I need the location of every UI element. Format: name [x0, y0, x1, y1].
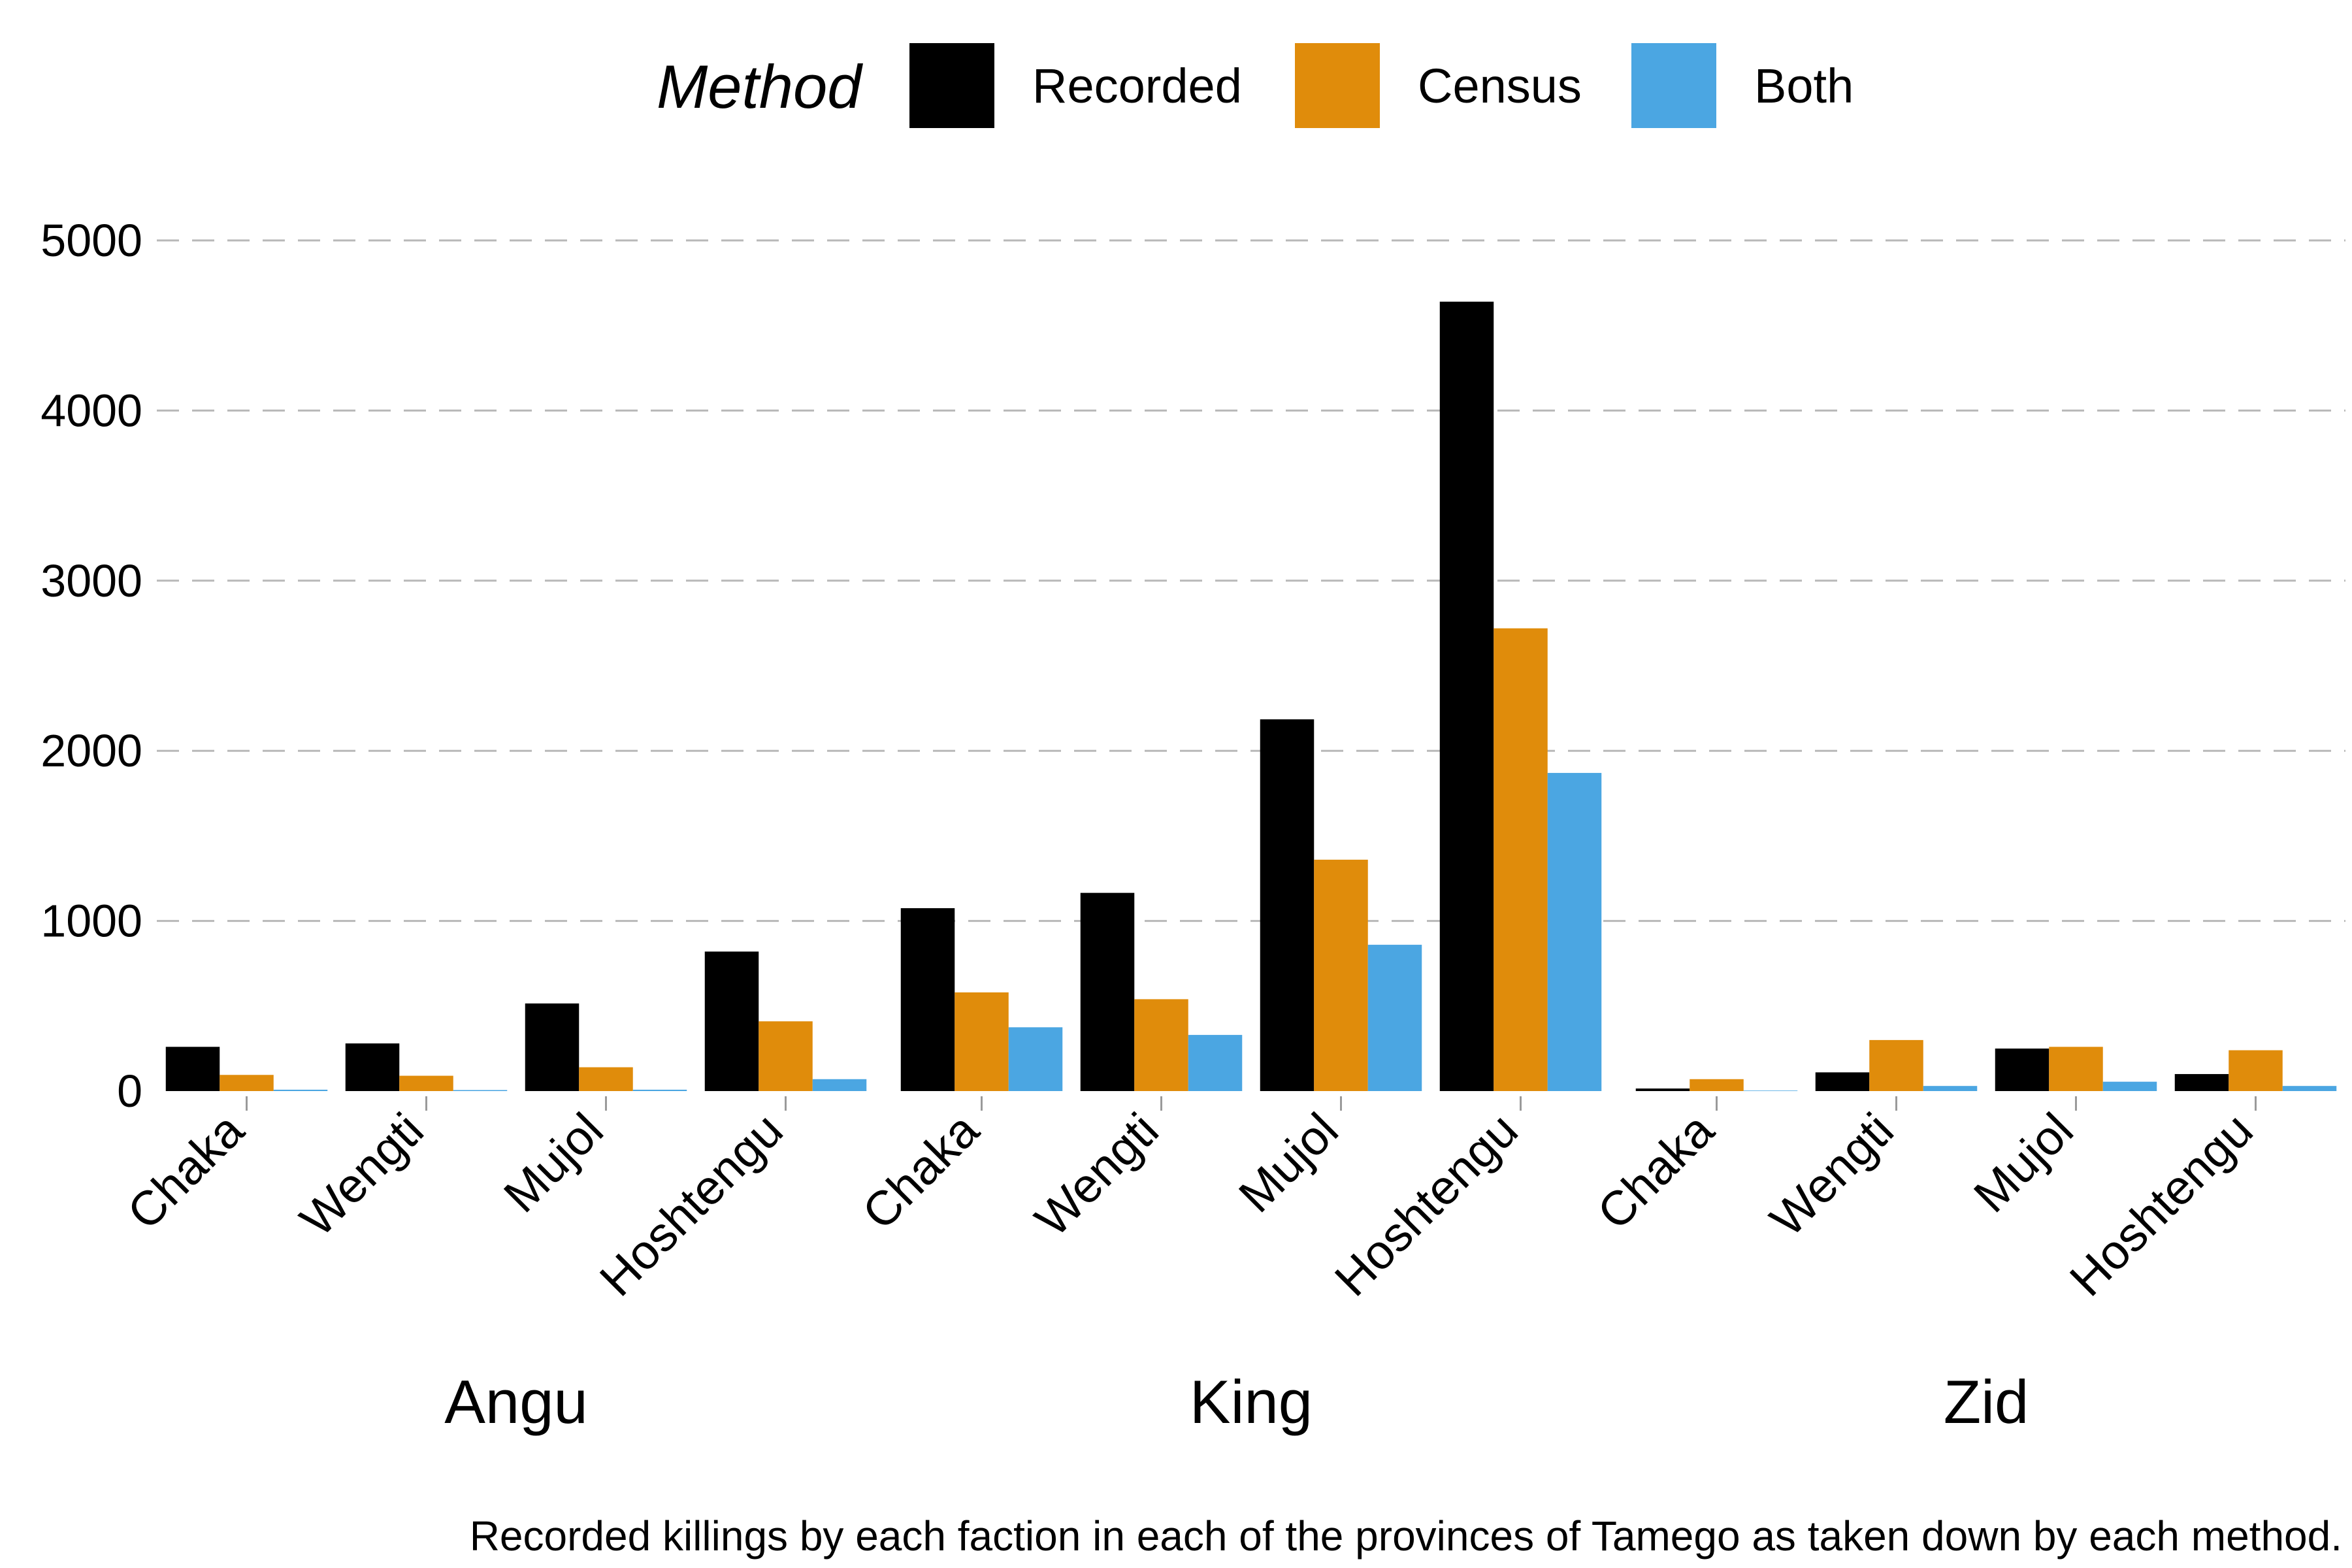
- bar-angu-hoshtengu-census: [759, 1021, 813, 1091]
- legend-label-census: Census: [1418, 59, 1582, 113]
- legend-swatch-recorded: [909, 43, 994, 128]
- bar-zid-hoshtengu-census: [2229, 1050, 2283, 1091]
- x-tick-label-zid-mujol: Mujol: [1963, 1103, 2083, 1223]
- bar-zid-wengti-census: [1869, 1039, 1923, 1091]
- bar-zid-mujol-census: [2049, 1047, 2103, 1091]
- bar-angu-chaka-recorded: [165, 1047, 220, 1091]
- chart-caption: Recorded killings by each faction in eac…: [470, 1512, 2342, 1560]
- x-tick-label-angu-hoshtengu: Hoshtengu: [589, 1103, 793, 1307]
- y-tick-label-2000: 2000: [41, 725, 142, 776]
- bar-king-chaka-census: [955, 992, 1009, 1091]
- x-tick-label-zid-chaka: Chaka: [1587, 1102, 1725, 1240]
- bar-angu-chaka-census: [220, 1075, 274, 1091]
- bar-zid-mujol-both: [2102, 1081, 2157, 1091]
- bar-angu-chaka-both: [273, 1089, 328, 1091]
- bar-king-hoshtengu-census: [1494, 628, 1548, 1091]
- y-tick-label-1000: 1000: [41, 896, 142, 947]
- legend-swatch-both: [1631, 43, 1716, 128]
- bar-angu-hoshtengu-recorded: [704, 951, 759, 1091]
- x-tick-label-zid-hoshtengu: Hoshtengu: [2059, 1103, 2263, 1307]
- bar-zid-wengti-recorded: [1815, 1072, 1870, 1091]
- legend-label-both: Both: [1754, 59, 1854, 113]
- bar-king-mujol-census: [1314, 859, 1368, 1091]
- x-tick-label-angu-wengti: Wengti: [289, 1103, 434, 1247]
- y-axis: 0 1000 2000 3000 4000 5000: [41, 215, 142, 1117]
- facet-label-king: King: [1190, 1367, 1313, 1436]
- bar-angu-wengti-census: [399, 1075, 453, 1091]
- bar-angu-hoshtengu-both: [812, 1079, 867, 1091]
- y-tick-label-4000: 4000: [41, 385, 142, 436]
- bar-angu-mujol-census: [579, 1067, 633, 1091]
- x-tick-label-king-mujol: Mujol: [1228, 1103, 1348, 1223]
- bar-king-wengti-recorded: [1080, 892, 1135, 1091]
- bars: [165, 301, 2337, 1091]
- legend-label-recorded: Recorded: [1032, 59, 1242, 113]
- bar-zid-chaka-recorded: [1635, 1088, 1690, 1091]
- bar-king-hoshtengu-both: [1547, 773, 1602, 1091]
- bar-king-chaka-both: [1008, 1027, 1063, 1091]
- bar-zid-hoshtengu-recorded: [2174, 1073, 2229, 1091]
- bar-king-wengti-both: [1188, 1035, 1243, 1091]
- bar-king-hoshtengu-recorded: [1439, 301, 1494, 1091]
- legend-swatch-census: [1295, 43, 1380, 128]
- bar-zid-chaka-census: [1690, 1079, 1744, 1091]
- x-tick-label-king-hoshtengu: Hoshtengu: [1324, 1103, 1528, 1307]
- facet-label-zid: Zid: [1944, 1367, 2029, 1436]
- y-tick-label-0: 0: [117, 1066, 142, 1117]
- x-tick-label-angu-mujol: Mujol: [493, 1103, 613, 1223]
- bar-angu-wengti-recorded: [345, 1043, 400, 1091]
- bar-king-mujol-recorded: [1260, 719, 1315, 1091]
- bar-king-chaka-recorded: [900, 908, 955, 1091]
- bar-zid-hoshtengu-both: [2282, 1086, 2337, 1091]
- x-tick-label-king-wengti: Wengti: [1024, 1103, 1169, 1247]
- bar-king-wengti-census: [1134, 999, 1188, 1091]
- legend-title: Method: [657, 52, 863, 121]
- gridlines: [157, 239, 2345, 923]
- legend: Method Recorded Census Both: [657, 43, 1854, 128]
- bar-king-mujol-both: [1367, 945, 1422, 1091]
- bar-angu-mujol-both: [632, 1089, 687, 1091]
- bar-angu-wengti-both: [453, 1090, 508, 1091]
- bar-zid-wengti-both: [1923, 1086, 1978, 1091]
- y-tick-label-3000: 3000: [41, 555, 142, 606]
- x-tick-label-zid-wengti: Wengti: [1759, 1103, 1904, 1247]
- facet-label-angu: Angu: [444, 1367, 588, 1436]
- y-tick-label-5000: 5000: [41, 215, 142, 266]
- bar-zid-mujol-recorded: [1995, 1048, 2050, 1091]
- x-tick-label-king-chaka: Chaka: [852, 1102, 990, 1240]
- bar-angu-mujol-recorded: [525, 1003, 580, 1091]
- bar-zid-chaka-both: [1743, 1090, 1798, 1091]
- x-tick-label-angu-chaka: Chaka: [117, 1102, 255, 1240]
